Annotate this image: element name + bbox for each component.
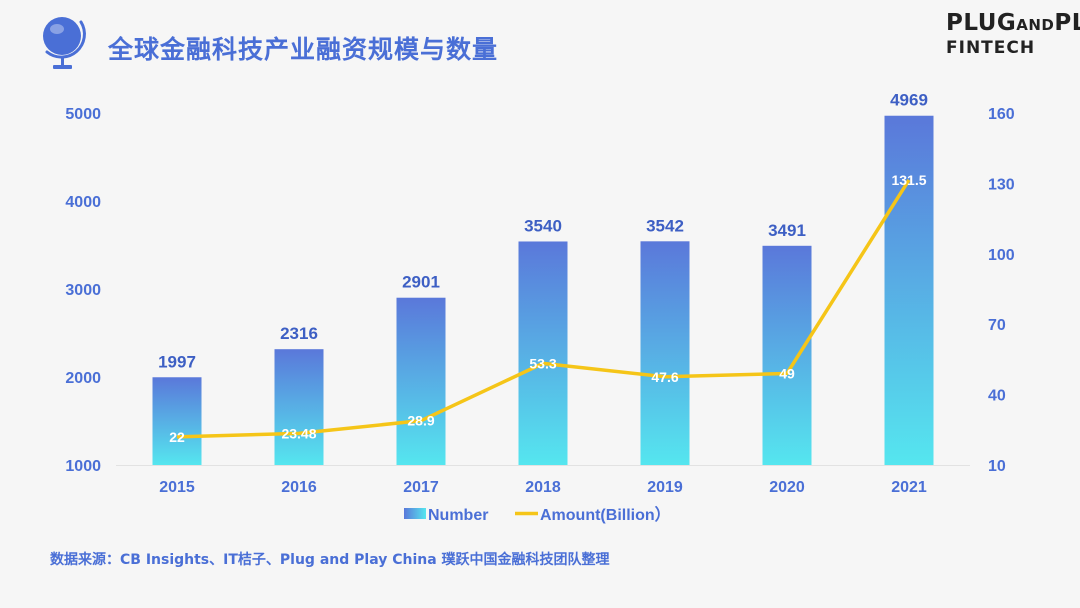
line-value-label: 49 [779,365,795,381]
left-tick-label: 4000 [65,194,101,211]
legend-number-label: Number [428,507,488,524]
source-note: 数据来源：CB Insights、IT桔子、Plug and Play Chin… [50,552,610,568]
bar-value-label: 3542 [646,216,684,235]
x-tick-label: 2020 [769,479,805,496]
x-tick-label: 2019 [647,479,683,496]
bar-value-label: 1997 [158,352,196,371]
left-tick-label: 1000 [65,458,101,475]
amount-line [176,178,911,439]
right-tick-label: 100 [988,247,1015,264]
right-tick-label: 70 [988,317,1006,334]
left-tick-label: 5000 [65,106,101,123]
x-tick-label: 2018 [525,479,561,496]
left-tick-label: 3000 [65,282,101,299]
bar [152,377,202,465]
line-value-label: 28.9 [407,413,434,429]
x-tick-label: 2021 [891,479,927,496]
brand-play: PLAY [1054,10,1080,36]
page-title: 全球金融科技产业融资规模与数量 [108,35,499,64]
line-value-label: 131.5 [891,172,926,188]
globe-icon [40,14,90,77]
right-tick-label: 130 [988,176,1015,193]
legend-amount-label: Amount(Billion） [540,506,671,524]
line-value-label: 23.48 [281,425,316,441]
bar [640,241,690,465]
brand-logo: PLUGANDPLAY FINTECH [946,10,1080,58]
line-value-label: 47.6 [651,369,678,385]
bar [274,349,324,465]
brand-line-1: PLUGANDPLAY [946,10,1080,38]
legend-bar-swatch [404,508,426,519]
bar-value-label: 2901 [402,273,440,292]
right-tick-label: 10 [988,458,1006,475]
x-tick-label: 2017 [403,479,439,496]
bar-value-label: 4969 [890,91,928,110]
bar-value-label: 3540 [524,216,562,235]
bar [762,245,812,465]
line-value-label: 22 [169,429,185,445]
brand-and: AND [1016,16,1055,34]
financing-chart: 1997 2316 2901 3540 3542 3491 4969 22 23.48 28.9 5… [65,91,1015,524]
bar [518,241,568,465]
right-tick-label: 40 [988,388,1006,405]
bar [884,115,934,465]
x-tick-label: 2016 [281,479,317,496]
right-tick-label: 160 [988,106,1015,123]
brand-plug: PLUG [946,10,1017,36]
bar-value-label: 2316 [280,324,318,343]
bar-value-label: 3491 [768,221,806,240]
x-tick-label: 2015 [159,479,195,496]
left-tick-label: 2000 [65,370,101,387]
bar [396,297,446,465]
brand-fintech: FINTECH [946,38,1036,58]
line-value-label: 53.3 [529,355,556,371]
